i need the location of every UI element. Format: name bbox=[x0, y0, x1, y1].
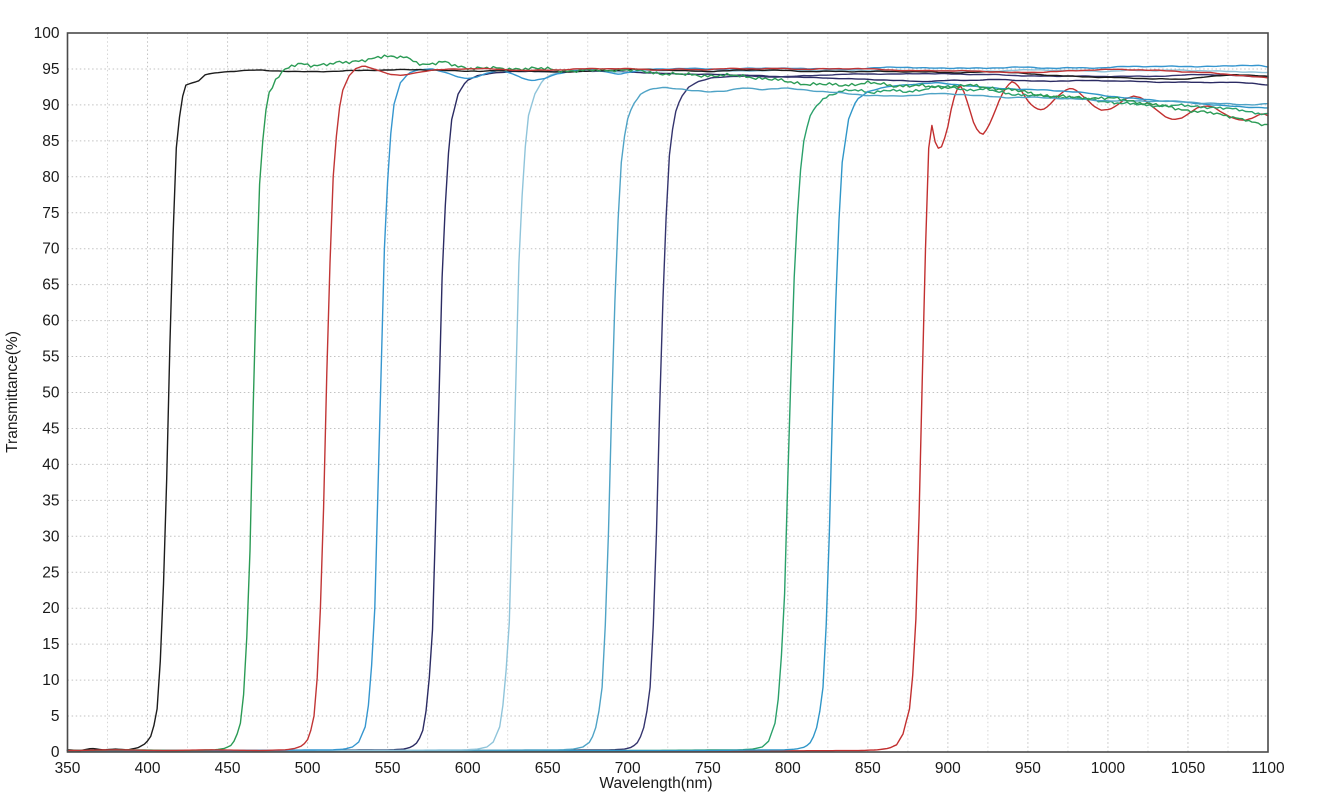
series-lines bbox=[66, 54, 1269, 752]
y-tick-label: 15 bbox=[42, 636, 59, 653]
x-tick-label: 650 bbox=[535, 760, 561, 777]
grid-lines bbox=[67, 33, 1268, 752]
y-tick-label: 5 bbox=[51, 708, 60, 725]
x-tick-label: 600 bbox=[455, 760, 481, 777]
series-line-edge-545-nm bbox=[66, 64, 1269, 752]
x-tick-label: 400 bbox=[135, 760, 161, 777]
x-tick-label: 1100 bbox=[1251, 760, 1285, 777]
x-tick-label: 1000 bbox=[1091, 760, 1126, 777]
y-tick-label: 90 bbox=[42, 97, 60, 114]
y-tick-label: 75 bbox=[42, 205, 59, 222]
y-tick-label: 30 bbox=[42, 528, 60, 545]
y-axis-tick-labels: 0 5 10 15 20 25 30 35 40 45 50 55 60 65 70 75 80 85 90 95 10… bbox=[34, 25, 60, 761]
x-tick-label: 700 bbox=[615, 760, 641, 777]
x-tick-label: 750 bbox=[695, 760, 721, 777]
y-tick-label: 70 bbox=[42, 241, 60, 258]
y-tick-label: 45 bbox=[42, 420, 59, 437]
x-tick-label: 500 bbox=[295, 760, 321, 777]
y-axis-title: Transmittance(%) bbox=[4, 331, 21, 453]
y-tick-label: 55 bbox=[42, 349, 59, 366]
y-tick-label: 85 bbox=[42, 133, 59, 150]
x-axis-title: Wavelength(nm) bbox=[599, 775, 712, 792]
y-tick-label: 35 bbox=[42, 492, 59, 509]
series-line-edge-464-nm bbox=[66, 54, 1269, 752]
y-tick-label: 10 bbox=[42, 672, 60, 689]
y-tick-label: 100 bbox=[34, 25, 60, 42]
y-tick-label: 0 bbox=[51, 744, 60, 761]
y-tick-label: 60 bbox=[42, 313, 60, 330]
y-tick-label: 25 bbox=[42, 564, 59, 581]
y-tick-label: 95 bbox=[42, 61, 59, 78]
y-tick-label: 65 bbox=[42, 277, 59, 294]
x-tick-label: 950 bbox=[1015, 760, 1041, 777]
x-tick-label: 450 bbox=[215, 760, 241, 777]
x-axis-tick-labels: 350 400 450 500 550 600 650 700 750 800 850 900 950 1… bbox=[55, 760, 1285, 777]
x-tick-label: 550 bbox=[375, 760, 401, 777]
y-tick-label: 20 bbox=[42, 600, 60, 617]
x-tick-label: 1050 bbox=[1171, 760, 1206, 777]
x-tick-label: 850 bbox=[855, 760, 881, 777]
x-tick-label: 350 bbox=[55, 760, 81, 777]
series-line-edge-510-nm bbox=[66, 65, 1269, 752]
x-tick-label: 800 bbox=[775, 760, 801, 777]
y-tick-label: 50 bbox=[42, 385, 60, 402]
x-tick-label: 900 bbox=[935, 760, 961, 777]
y-tick-label: 40 bbox=[42, 456, 60, 473]
y-tick-label: 80 bbox=[42, 169, 60, 186]
plot-border bbox=[66, 32, 1269, 753]
